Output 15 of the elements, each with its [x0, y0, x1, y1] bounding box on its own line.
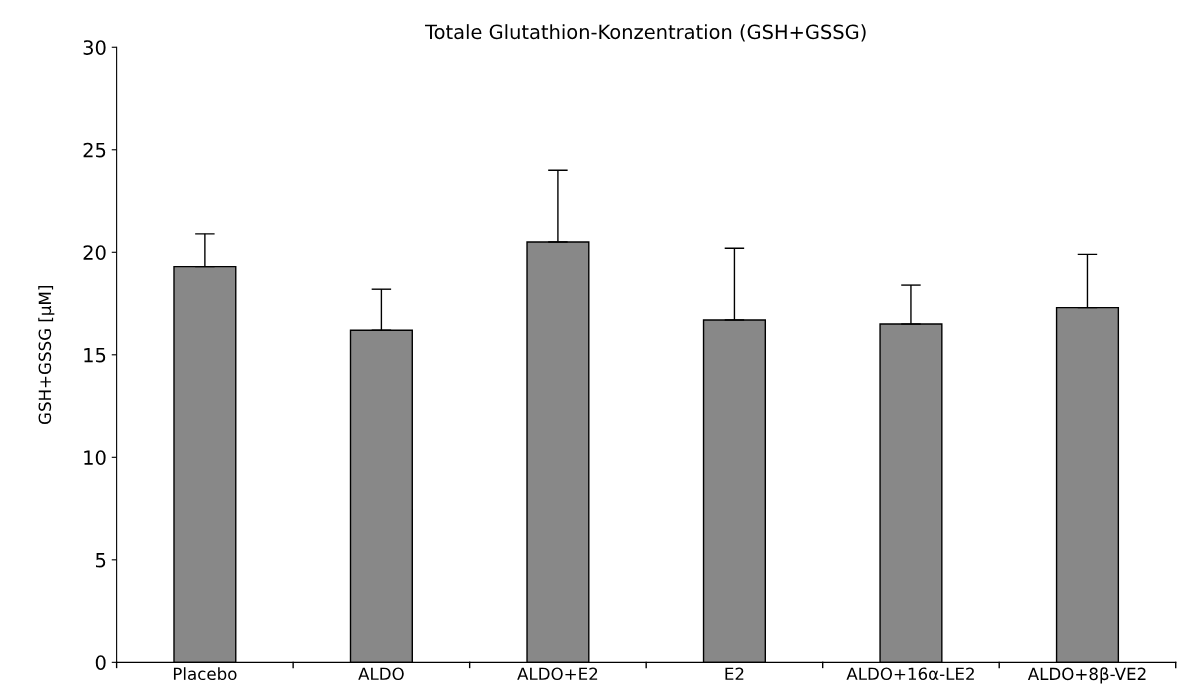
y-tick-label: 10: [84, 450, 106, 465]
x-tick-label: ALDO+8β-VE2: [1027, 667, 1146, 684]
x-tick-label: Placebo: [173, 667, 237, 681]
y-tick-label: 15: [84, 348, 106, 363]
y-axis-title: GSH+GSSG [µM]: [38, 286, 55, 424]
y-tick-label: 20: [83, 245, 106, 260]
y-tick-label: 0: [95, 655, 106, 670]
x-tick-label: ALDO+16α-LE2: [846, 667, 974, 681]
x-tick-label: ALDO+E2: [517, 667, 598, 681]
y-tick-label: 30: [83, 40, 106, 55]
y-tick-label: 5: [96, 553, 106, 568]
y-tick-label: 25: [83, 142, 106, 158]
chart-title: Totale Glutathion-Konzentration (GSH+GSSG): [424, 24, 866, 42]
x-tick-label: ALDO: [358, 667, 404, 681]
x-tick-label: E2: [725, 667, 744, 680]
